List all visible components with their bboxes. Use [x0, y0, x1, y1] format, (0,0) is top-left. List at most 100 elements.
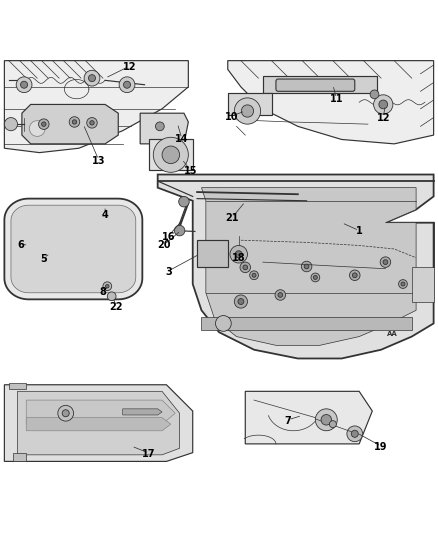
Circle shape: [72, 120, 77, 124]
Text: 11: 11: [330, 94, 343, 104]
Circle shape: [21, 81, 28, 88]
Circle shape: [351, 430, 358, 437]
Text: 21: 21: [226, 213, 239, 223]
Polygon shape: [18, 391, 180, 455]
Polygon shape: [412, 266, 434, 302]
Circle shape: [87, 118, 97, 128]
Text: 16: 16: [162, 232, 175, 242]
Circle shape: [174, 225, 185, 236]
Circle shape: [370, 90, 379, 99]
Text: 12: 12: [123, 62, 136, 72]
Circle shape: [243, 265, 247, 270]
Text: 5: 5: [40, 254, 47, 264]
Text: 3: 3: [165, 266, 172, 277]
Circle shape: [4, 118, 18, 131]
Circle shape: [275, 290, 286, 300]
Circle shape: [42, 122, 46, 126]
Text: 15: 15: [184, 166, 197, 176]
Circle shape: [399, 280, 407, 288]
Text: 18: 18: [232, 253, 246, 263]
Polygon shape: [228, 93, 272, 115]
Text: 1: 1: [356, 227, 363, 237]
Circle shape: [103, 282, 112, 290]
Circle shape: [241, 105, 254, 117]
Polygon shape: [263, 76, 377, 93]
Circle shape: [215, 316, 231, 332]
Polygon shape: [26, 418, 171, 431]
Polygon shape: [9, 383, 26, 389]
Text: 7: 7: [285, 416, 292, 426]
Circle shape: [304, 264, 309, 269]
Text: 6: 6: [18, 240, 25, 249]
Polygon shape: [201, 188, 416, 345]
Polygon shape: [4, 385, 193, 462]
Circle shape: [106, 285, 109, 288]
Circle shape: [329, 421, 336, 427]
Polygon shape: [4, 61, 188, 152]
Text: 13: 13: [92, 156, 105, 166]
Text: 20: 20: [158, 240, 171, 251]
Text: 14: 14: [175, 134, 188, 144]
Circle shape: [301, 261, 312, 272]
Circle shape: [238, 298, 244, 304]
Circle shape: [380, 257, 391, 268]
Text: 10: 10: [226, 112, 239, 122]
Circle shape: [350, 270, 360, 280]
Text: 8: 8: [99, 287, 106, 297]
Circle shape: [90, 120, 94, 125]
Polygon shape: [149, 140, 193, 170]
Polygon shape: [4, 199, 142, 300]
Circle shape: [39, 119, 49, 130]
Circle shape: [16, 77, 32, 93]
Circle shape: [347, 426, 363, 442]
Circle shape: [234, 295, 247, 308]
Circle shape: [69, 117, 80, 127]
Text: 12: 12: [377, 112, 390, 123]
Polygon shape: [13, 453, 26, 462]
Circle shape: [240, 262, 251, 273]
Polygon shape: [228, 61, 434, 144]
Polygon shape: [26, 400, 175, 424]
Circle shape: [353, 273, 357, 278]
Circle shape: [235, 251, 242, 258]
Circle shape: [124, 81, 131, 88]
Circle shape: [374, 95, 393, 114]
Polygon shape: [22, 104, 118, 144]
Polygon shape: [158, 174, 434, 359]
Circle shape: [234, 98, 261, 124]
Circle shape: [153, 138, 188, 172]
Circle shape: [379, 100, 388, 109]
Circle shape: [278, 293, 283, 297]
Circle shape: [230, 246, 247, 263]
Circle shape: [29, 120, 45, 136]
Circle shape: [250, 271, 258, 280]
Polygon shape: [201, 317, 412, 330]
Polygon shape: [197, 240, 228, 266]
Circle shape: [383, 260, 388, 264]
Polygon shape: [140, 113, 188, 144]
Polygon shape: [245, 391, 372, 444]
Text: AA: AA: [387, 332, 397, 337]
Text: 22: 22: [110, 302, 123, 312]
Circle shape: [84, 70, 100, 86]
Circle shape: [179, 197, 189, 207]
Circle shape: [119, 77, 135, 93]
Circle shape: [321, 415, 332, 425]
Circle shape: [315, 409, 337, 431]
Polygon shape: [11, 205, 136, 293]
Circle shape: [311, 273, 320, 282]
Circle shape: [62, 410, 69, 417]
Circle shape: [162, 146, 180, 164]
Circle shape: [88, 75, 95, 82]
Circle shape: [401, 282, 405, 286]
Text: 17: 17: [142, 449, 155, 459]
Polygon shape: [123, 409, 162, 415]
Circle shape: [107, 292, 116, 301]
Circle shape: [155, 122, 164, 131]
Circle shape: [58, 405, 74, 421]
FancyBboxPatch shape: [276, 79, 355, 91]
Text: 4: 4: [102, 210, 109, 220]
Text: 19: 19: [374, 442, 388, 452]
Circle shape: [252, 273, 256, 277]
Circle shape: [314, 276, 317, 279]
